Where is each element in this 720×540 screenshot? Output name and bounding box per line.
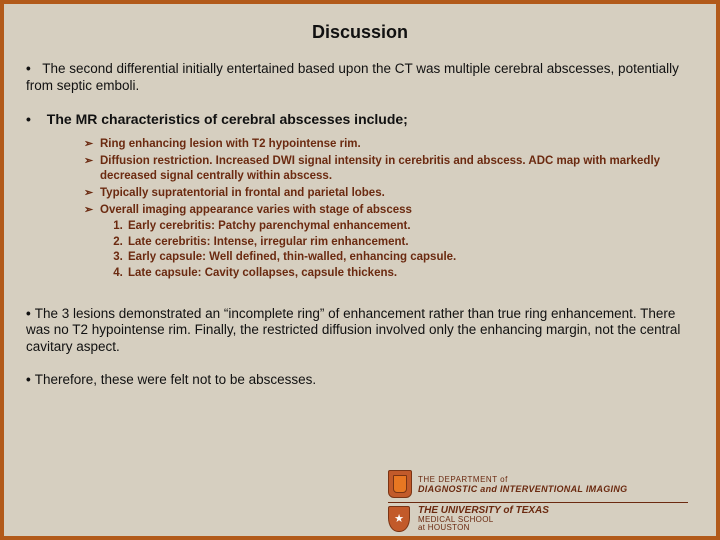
list-item: Ring enhancing lesion with T2 hypointens… — [84, 137, 694, 152]
slide-container: Discussion • The second differential ini… — [0, 0, 720, 540]
paragraph-3: • Therefore, these were felt not to be ab… — [26, 372, 694, 389]
list-item-text: Diffusion restriction. Increased DWI sig… — [100, 155, 660, 182]
list-item-text: Typically supratentorial in frontal and … — [100, 187, 385, 199]
footer-logo-block: THE DEPARTMENT of DIAGNOSTIC and INTERVE… — [388, 470, 688, 530]
dept-text: THE DEPARTMENT of DIAGNOSTIC and INTERVE… — [418, 475, 627, 494]
list-item-text: Overall imaging appearance varies with s… — [100, 204, 412, 216]
uni-text: THE UNIVERSITY of TEXAS MEDICAL SCHOOL a… — [418, 506, 549, 532]
dept-shield-icon — [388, 470, 412, 498]
footer-separator — [388, 502, 688, 503]
mr-heading-text: The MR characteristics of cerebral absce… — [47, 111, 408, 127]
bullet-dot: • — [26, 111, 31, 127]
paragraph-2-text: The 3 lesions demonstrated an “incomplet… — [26, 306, 680, 355]
list-item: Late capsule: Cavity collapses, capsule … — [126, 266, 694, 282]
dept-line2: DIAGNOSTIC and INTERVENTIONAL IMAGING — [418, 484, 627, 494]
list-item: Overall imaging appearance varies with s… — [84, 203, 694, 282]
uni-line3: at HOUSTON — [418, 524, 549, 532]
list-item-text: Ring enhancing lesion with T2 hypointens… — [100, 138, 361, 150]
list-item: Late cerebritis: Intense, irregular rim … — [126, 235, 694, 251]
bullet-dot: • — [26, 306, 31, 321]
dept-row: THE DEPARTMENT of DIAGNOSTIC and INTERVE… — [388, 470, 688, 498]
bullet-dot: • — [26, 372, 31, 387]
list-item-text: Late cerebritis: Intense, irregular rim … — [128, 236, 409, 248]
list-item: Early cerebritis: Patchy parenchymal enh… — [126, 219, 694, 235]
spacer — [26, 284, 694, 306]
uni-row: ★ THE UNIVERSITY of TEXAS MEDICAL SCHOOL… — [388, 506, 688, 532]
list-item-text: Early capsule: Well defined, thin-walled… — [128, 251, 456, 263]
list-item-text: Early cerebritis: Patchy parenchymal enh… — [128, 220, 411, 232]
paragraph-3-text: Therefore, these were felt not to be abs… — [35, 372, 316, 387]
uni-shield-icon: ★ — [388, 506, 410, 532]
mr-heading: • The MR characteristics of cerebral abs… — [36, 111, 694, 127]
stages-list: Early cerebritis: Patchy parenchymal enh… — [126, 219, 694, 281]
list-item-text: Late capsule: Cavity collapses, capsule … — [128, 267, 397, 279]
list-item: Typically supratentorial in frontal and … — [84, 186, 694, 201]
dept-line1: THE DEPARTMENT of — [418, 475, 627, 484]
page-title: Discussion — [26, 22, 694, 43]
mr-characteristics-list: Ring enhancing lesion with T2 hypointens… — [84, 137, 694, 282]
star-icon: ★ — [394, 514, 404, 525]
list-item: Diffusion restriction. Increased DWI sig… — [84, 154, 694, 184]
bullet-dot: • — [26, 61, 38, 76]
paragraph-1-text: The second differential initially entert… — [26, 61, 679, 93]
paragraph-1: • The second differential initially ente… — [26, 61, 694, 95]
list-item: Early capsule: Well defined, thin-walled… — [126, 250, 694, 266]
paragraph-2: •The 3 lesions demonstrated an “incomple… — [26, 306, 694, 357]
